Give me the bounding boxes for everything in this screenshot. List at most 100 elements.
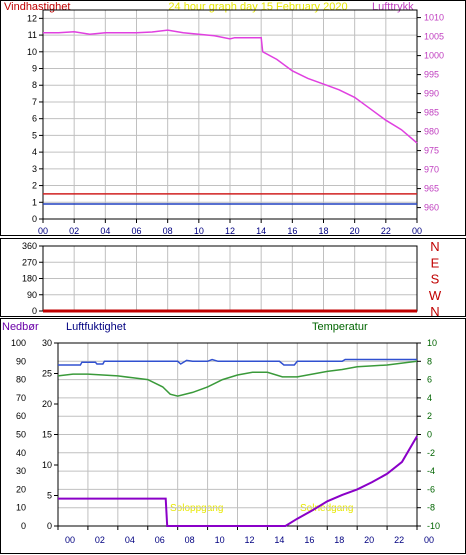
humidity-y-tick-label: 30 [42,338,52,348]
wind-x-tick-label: 22 [381,226,391,236]
temperature-y-tick-label: 2 [427,411,432,421]
direction-y-tick-label: 90 [27,290,37,300]
temperature-y-tick-label: 10 [427,338,437,348]
pressure-y-tick-label: 975 [424,146,439,156]
temperature-y-tick-label: 4 [427,393,432,403]
precip-y-tick-label: 40 [16,448,26,458]
bottom-x-tick-label: 00 [65,535,75,545]
wind-x-tick-label: 02 [69,226,79,236]
temperature-y-tick-label: -8 [427,503,435,513]
humidity-y-tick-label: 10 [42,460,52,470]
humidity-y-tick-label: 25 [42,369,52,379]
precipitation-label: Nedbør [2,321,39,333]
temperature-y-tick-label: -2 [427,448,435,458]
compass-label: E [431,255,440,270]
wind-y-tick-label: 6 [32,114,37,124]
wind-plot-border [42,9,418,220]
wind-x-tick-label: 06 [131,226,141,236]
precip-y-tick-label: 60 [16,411,26,421]
compass-label: S [431,272,440,287]
precip-y-tick-label: 50 [16,430,26,440]
precip-y-tick-label: 80 [16,375,26,385]
pressure-y-tick-label: 970 [424,165,439,175]
compass-label: W [429,288,442,303]
bottom-x-tick-label: 14 [274,535,284,545]
precip-y-tick-label: 30 [16,466,26,476]
sunrise-label: Soloppgang [170,503,223,514]
bottom-x-tick-label: 00 [424,535,434,545]
bottom-x-tick-label: 08 [185,535,195,545]
wind-y-tick-label: 2 [32,181,37,191]
temperature-y-tick-label: 0 [427,430,432,440]
temperature-y-tick-label: -4 [427,466,435,476]
compass-label: N [430,239,439,254]
humidity-line [58,358,417,366]
wind-y-tick-label: 7 [32,97,37,107]
precip-y-tick-label: 20 [16,484,26,494]
bottom-x-tick-label: 10 [215,535,225,545]
wind-y-tick-label: 4 [32,147,37,157]
wind-x-tick-label: 18 [318,226,328,236]
wind-y-tick-label: 3 [32,164,37,174]
precipitation-line [58,435,418,527]
temperature-line [57,360,418,397]
precip-y-tick-label: 100 [11,338,26,348]
direction-y-tick-label: 270 [22,257,37,267]
temperature-y-tick-label: 8 [427,356,432,366]
pressure-y-tick-label: 980 [424,127,439,137]
pressure-y-tick-label: 995 [424,70,439,80]
wind-x-tick-label: 08 [163,226,173,236]
pressure-y-tick-label: 990 [424,89,439,99]
sunset-label: Solnedgang [300,503,353,514]
temperature-label: Temperatur [312,321,368,333]
bottom-x-tick-label: 22 [394,535,404,545]
pressure-label: Lufttrykk [372,1,414,13]
wind-x-tick-label: 16 [287,226,297,236]
bottom-x-tick-label: 04 [125,535,135,545]
wind-y-tick-label: 8 [32,80,37,90]
wind-y-tick-label: 9 [32,64,37,74]
bottom-x-tick-label: 18 [334,535,344,545]
wind-y-tick-label: 12 [27,13,37,23]
humidity-y-tick-label: 20 [42,399,52,409]
bottom-x-tick-label: 06 [155,535,165,545]
wind-x-tick-label: 00 [412,226,422,236]
direction-panel-frame [0,238,466,317]
wind-x-tick-label: 04 [100,226,110,236]
bottom-x-tick-label: 16 [304,535,314,545]
precip-y-tick-label: 10 [16,503,26,513]
wind-y-tick-label: 10 [27,47,37,57]
wind-x-tick-label: 10 [194,226,204,236]
chart-title: 24 hour graph day 15 February 2020 [168,1,347,13]
pressure-y-tick-label: 1000 [424,51,444,61]
precip-y-tick-label: 0 [21,521,26,531]
pressure-line [43,29,418,144]
direction-y-tick-label: 360 [22,241,37,251]
wind-x-tick-label: 14 [256,226,266,236]
temperature-y-tick-label: 6 [427,375,432,385]
precip-y-tick-label: 70 [16,393,26,403]
wind-x-tick-label: 00 [38,226,48,236]
humidity-y-tick-label: 5 [47,491,52,501]
direction-y-tick-label: 0 [32,306,37,316]
direction-y-tick-label: 180 [22,274,37,284]
wind-y-tick-label: 0 [32,214,37,224]
pressure-y-tick-label: 1010 [424,13,444,23]
bottom-x-tick-label: 02 [95,535,105,545]
bottom-x-tick-label: 12 [244,535,254,545]
chart-marks: 0123456789101112960965970975980985990995… [11,9,444,545]
pressure-y-tick-label: 985 [424,108,439,118]
temperature-y-tick-label: -10 [427,521,440,531]
wind-x-tick-label: 12 [225,226,235,236]
top-panel-frame [0,0,466,236]
wind-y-tick-label: 1 [32,197,37,207]
wind-x-tick-label: 20 [350,226,360,236]
pressure-y-tick-label: 965 [424,184,439,194]
bottom-x-tick-label: 20 [364,535,374,545]
temperature-y-tick-label: -6 [427,484,435,494]
wind-y-tick-label: 5 [32,130,37,140]
pressure-y-tick-label: 1005 [424,32,444,42]
wind-y-tick-label: 11 [28,30,37,40]
